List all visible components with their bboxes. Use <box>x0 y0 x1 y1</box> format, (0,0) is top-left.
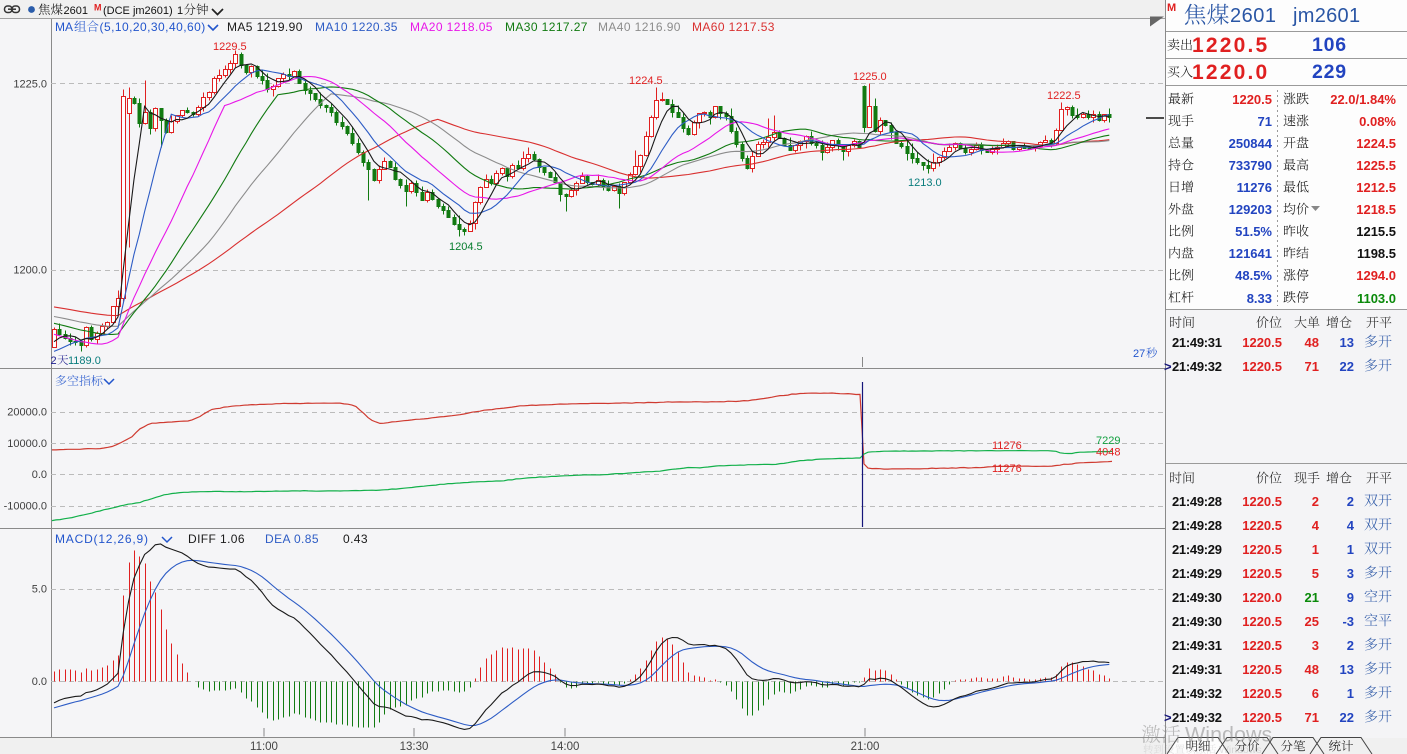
svg-text:1222.5: 1222.5 <box>1047 90 1081 102</box>
svg-text:MA5 1219.90: MA5 1219.90 <box>227 20 303 34</box>
svg-text:DIFF 1.06: DIFF 1.06 <box>188 532 245 546</box>
svg-text:1229.5: 1229.5 <box>213 41 247 53</box>
svg-text:MACD(12,26,9): MACD(12,26,9) <box>55 532 149 546</box>
svg-text:MA30 1217.27: MA30 1217.27 <box>505 20 588 34</box>
svg-text:10000.0: 10000.0 <box>7 438 47 450</box>
svg-text:11276: 11276 <box>992 463 1022 475</box>
svg-text:DEA 0.85: DEA 0.85 <box>265 532 319 546</box>
svg-text:4048: 4048 <box>1096 447 1120 459</box>
svg-text:MA40 1216.90: MA40 1216.90 <box>598 20 681 34</box>
svg-text:1224.5: 1224.5 <box>629 75 663 87</box>
svg-text:MA: MA <box>55 20 73 34</box>
svg-text:20000.0: 20000.0 <box>7 407 47 419</box>
svg-text:0.43: 0.43 <box>343 532 368 546</box>
svg-text:(5,10,20,30,40,60): (5,10,20,30,40,60) <box>100 20 206 34</box>
svg-text:27: 27 <box>1133 348 1145 360</box>
svg-text:0.0: 0.0 <box>32 676 47 688</box>
svg-text:-10000.0: -10000.0 <box>4 501 47 513</box>
svg-text:MA20 1218.05: MA20 1218.05 <box>410 20 493 34</box>
svg-text:5.0: 5.0 <box>32 584 47 596</box>
svg-text:1204.5: 1204.5 <box>449 241 483 253</box>
svg-text:1225.0: 1225.0 <box>853 71 887 83</box>
svg-text:1200.0: 1200.0 <box>13 265 47 277</box>
svg-text:MA10 1220.35: MA10 1220.35 <box>315 20 398 34</box>
svg-text:MA60 1217.53: MA60 1217.53 <box>692 20 775 34</box>
svg-text:0.0: 0.0 <box>32 469 47 481</box>
svg-text:1213.0: 1213.0 <box>908 177 942 189</box>
svg-text:1189.0: 1189.0 <box>68 355 101 367</box>
svg-text:11276: 11276 <box>992 440 1022 452</box>
svg-text:7229: 7229 <box>1096 435 1120 447</box>
svg-text:1225.0: 1225.0 <box>13 79 47 91</box>
